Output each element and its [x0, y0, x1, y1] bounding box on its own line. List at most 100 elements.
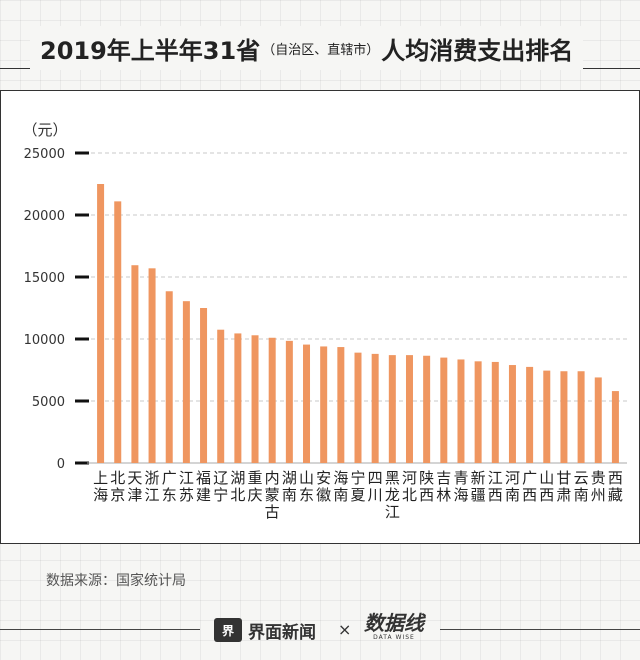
y-tick-label: 5000 [32, 395, 65, 410]
bar [200, 308, 208, 463]
x-tick-label: 甘 [556, 469, 571, 487]
bar [337, 347, 345, 463]
x-tick-label: 湖 [282, 469, 297, 487]
bar [611, 391, 619, 463]
datawise-logo: 数据线 [364, 611, 424, 635]
x-tick-label: 山 [539, 469, 554, 487]
y-tick-label: 15000 [24, 271, 65, 286]
bar [148, 268, 156, 463]
datawise-subtext: DATA WISE [373, 634, 415, 641]
x-tick-label: 海 [453, 486, 468, 504]
x-tick-label: 黑 [385, 469, 400, 487]
bar [560, 371, 568, 463]
bar [354, 352, 362, 463]
x-tick-label: 疆 [471, 486, 486, 504]
bar-chart: （元）0500010000150002000025000上海北京天津浙江广东江苏… [22, 121, 627, 521]
x-tick-label: 青 [453, 469, 468, 487]
title-row: 2019年上半年31省 （自治区、直辖市） 人均消费支出排名 [0, 26, 640, 70]
x-tick-label: 河 [402, 469, 417, 487]
x-tick-label: 内 [265, 469, 280, 487]
x-tick-label: 西 [608, 469, 623, 487]
page-title: 2019年上半年31省 （自治区、直辖市） 人均消费支出排名 [30, 26, 584, 70]
x-tick-label: 徽 [316, 486, 331, 504]
bar [165, 291, 173, 463]
x-tick-label: 广 [522, 469, 537, 487]
bar [423, 355, 431, 463]
x-tick-label: 天 [127, 469, 142, 487]
x-tick-label: 新 [471, 469, 486, 487]
x-tick-label: 建 [196, 486, 211, 504]
jiemian-text: 界面新闻 [248, 622, 316, 643]
data-source: 数据来源：国家统计局 [46, 573, 186, 589]
bar [508, 365, 516, 463]
x-tick-label: 江 [179, 469, 194, 487]
x-tick-label: 苏 [179, 486, 194, 504]
x-tick-label: 海 [333, 469, 348, 487]
footer: 界 界面新闻 × 数据线 DATA WISE [0, 612, 640, 648]
x-tick-label: 东 [299, 486, 314, 504]
chart-panel: （元） 0 5000 10000 15000 20000 25000 上海北京天津浙江广东江苏… [0, 90, 640, 544]
x-tick-label: 浙 [145, 469, 160, 487]
x-tick-label: 云 [574, 469, 589, 487]
bar [474, 361, 482, 463]
x-tick-label: 北 [402, 486, 417, 504]
y-tick-label: 20000 [24, 209, 65, 224]
bar [217, 329, 225, 463]
x-tick-label: 藏 [608, 486, 623, 504]
x-tick-label: 蒙 [265, 486, 280, 504]
bar [405, 355, 413, 463]
x-tick-label: 庆 [248, 486, 263, 504]
y-tick-label: 10000 [24, 333, 65, 348]
bar [491, 361, 499, 463]
x-tick-label: 肃 [556, 486, 571, 504]
y-tick-label: 0 [57, 457, 65, 472]
x-tick-label: 北 [110, 469, 125, 487]
x-tick-label: 贵 [591, 469, 606, 487]
jiemian-logo-icon: 界 [214, 618, 242, 642]
x-tick-label: 东 [162, 486, 177, 504]
x-tick-label: 宁 [213, 486, 228, 504]
bar [114, 201, 122, 464]
x-tick-label: 河 [505, 469, 520, 487]
x-tick-label: 湖 [230, 469, 245, 487]
y-tick-label: 25000 [24, 147, 65, 162]
times-icon: × [338, 620, 352, 639]
title-sub: （自治区、直辖市） [262, 42, 380, 58]
x-tick-label: 京 [110, 486, 125, 504]
x-tick-label: 江 [145, 486, 160, 504]
x-tick-label: 南 [282, 486, 297, 504]
x-tick-label: 福 [196, 469, 211, 487]
x-tick-label: 林 [436, 486, 451, 504]
x-tick-label: 州 [591, 486, 606, 504]
x-tick-label: 吉 [436, 469, 451, 487]
x-tick-label: 四 [368, 469, 383, 487]
brand-datawise: 数据线 DATA WISE [364, 612, 424, 641]
bar [303, 344, 311, 463]
x-tick-label: 广 [162, 469, 177, 487]
x-tick-label: 江 [488, 469, 503, 487]
x-tick-label: 西 [539, 486, 554, 504]
bar [440, 357, 448, 463]
x-tick-label: 安 [316, 469, 331, 487]
x-tick-label: 龙 [385, 486, 400, 504]
bar [131, 265, 139, 463]
bar [526, 366, 534, 463]
bar [251, 335, 259, 463]
x-tick-label: 辽 [213, 469, 228, 487]
title-tail: 人均消费支出排名 [381, 36, 574, 65]
x-tick-label: 江 [385, 503, 400, 521]
bar [457, 359, 465, 463]
title-main: 2019年上半年31省 [40, 36, 261, 65]
x-tick-label: 海 [93, 486, 108, 504]
x-tick-label: 南 [574, 486, 589, 504]
bar [234, 333, 242, 463]
x-tick-label: 津 [127, 486, 142, 504]
bar [97, 184, 105, 463]
x-tick-label: 宁 [350, 469, 365, 487]
bar [320, 346, 328, 463]
x-tick-label: 夏 [350, 486, 365, 504]
bar [543, 370, 551, 463]
x-tick-label: 北 [230, 486, 245, 504]
bar [371, 353, 379, 463]
x-tick-label: 西 [419, 486, 434, 504]
